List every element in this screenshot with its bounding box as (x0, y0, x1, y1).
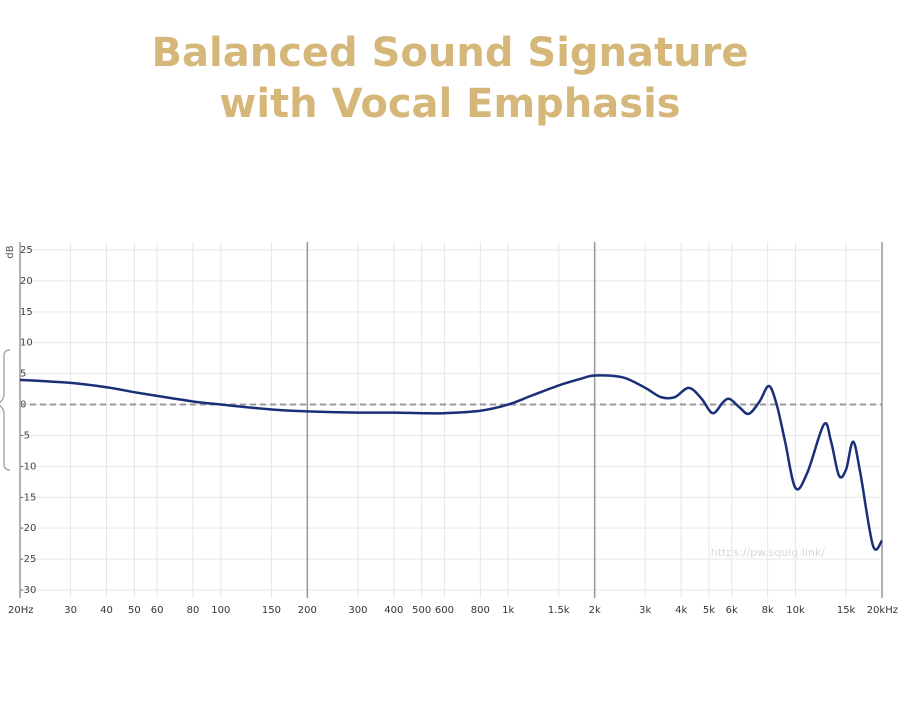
y-tick-label: 15 (20, 307, 33, 318)
x-tick-label: 20kHz (867, 605, 898, 616)
y-axis-label: dB (5, 245, 16, 258)
x-tick-label: 200 (298, 605, 317, 616)
y-tick-label: -25 (20, 554, 36, 565)
x-tick-label: 500 (412, 605, 431, 616)
chart-title: Balanced Sound Signature (152, 30, 749, 76)
x-tick-label: 10k (786, 605, 805, 616)
x-tick-label: 40 (100, 605, 113, 616)
x-tick-label: 4k (675, 605, 687, 616)
x-tick-label: 800 (471, 605, 490, 616)
x-tick-label: 8k (762, 605, 774, 616)
series-line (19, 374, 884, 551)
x-tick-label: 300 (348, 605, 367, 616)
chart-title: with Vocal Emphasis (219, 81, 680, 127)
y-tick-label: 10 (20, 338, 33, 349)
y-tick-label: -15 (20, 492, 36, 503)
x-tick-label: 20Hz (8, 605, 34, 616)
x-tick-label: 150 (262, 605, 281, 616)
y-tick-label: 5 (20, 369, 26, 380)
x-tick-label: 50 (128, 605, 141, 616)
y-tick-label: -20 (20, 523, 36, 534)
x-tick-label: 1k (502, 605, 514, 616)
side-handle (0, 349, 11, 471)
x-tick-label: 15k (837, 605, 856, 616)
x-tick-label: 30 (64, 605, 77, 616)
x-tick-label: 1.5k (548, 605, 570, 616)
y-tick-label: 20 (20, 276, 33, 287)
y-tick-label: 25 (20, 245, 33, 256)
y-tick-label: -5 (20, 430, 30, 441)
y-tick-label: -10 (20, 461, 36, 472)
x-tick-label: 6k (726, 605, 738, 616)
x-tick-label: 3k (639, 605, 651, 616)
x-tick-label: 80 (187, 605, 200, 616)
x-tick-label: 100 (211, 605, 230, 616)
x-tick-label: 60 (151, 605, 164, 616)
x-tick-label: 600 (435, 605, 454, 616)
x-tick-label: 5k (703, 605, 715, 616)
x-tick-label: 400 (384, 605, 403, 616)
x-tick-label: 2k (589, 605, 601, 616)
y-tick-label: -30 (20, 585, 36, 596)
